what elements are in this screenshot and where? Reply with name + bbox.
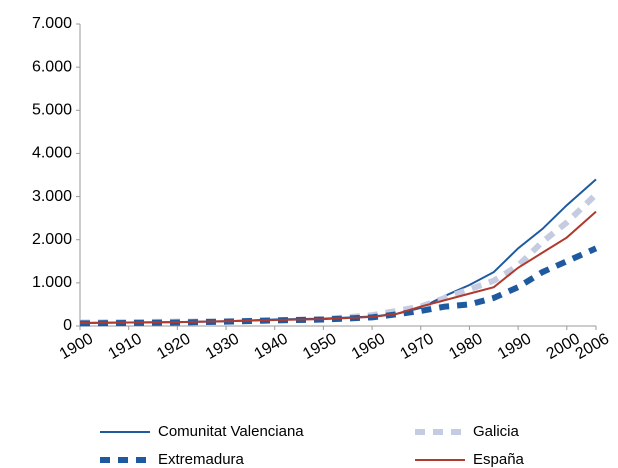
y-tick-label: 2.000 <box>32 231 72 248</box>
y-tick-label: 5.000 <box>32 102 72 119</box>
legend-label: Comunitat Valenciana <box>158 423 304 440</box>
x-tick-label: 1970 <box>398 330 437 363</box>
x-tick-label: 1920 <box>154 330 193 363</box>
series-line <box>79 210 597 324</box>
x-tick-label: 1990 <box>495 330 534 363</box>
series-line <box>79 192 599 326</box>
y-tick-label: 6.000 <box>32 58 72 75</box>
y-tick-label: 0 <box>63 317 72 334</box>
legend-label: Galicia <box>473 423 520 440</box>
y-tick-label: 4.000 <box>32 145 72 162</box>
x-tick-label: 1940 <box>252 330 291 363</box>
legend-label: España <box>473 451 525 468</box>
series-line <box>79 178 597 324</box>
y-tick-label: 1.000 <box>32 274 72 291</box>
x-tick-label: 1930 <box>203 330 242 363</box>
x-tick-label: 2006 <box>573 330 612 363</box>
legend-label: Extremadura <box>158 451 245 468</box>
x-tick-label: 1900 <box>57 330 96 363</box>
series-line <box>79 245 598 327</box>
y-tick-label: 7.000 <box>32 15 72 32</box>
x-tick-label: 1950 <box>300 330 339 363</box>
x-tick-label: 1980 <box>446 330 485 363</box>
x-tick-label: 1960 <box>349 330 388 363</box>
x-tick-label: 1910 <box>105 330 144 363</box>
y-tick-label: 3.000 <box>32 188 72 205</box>
